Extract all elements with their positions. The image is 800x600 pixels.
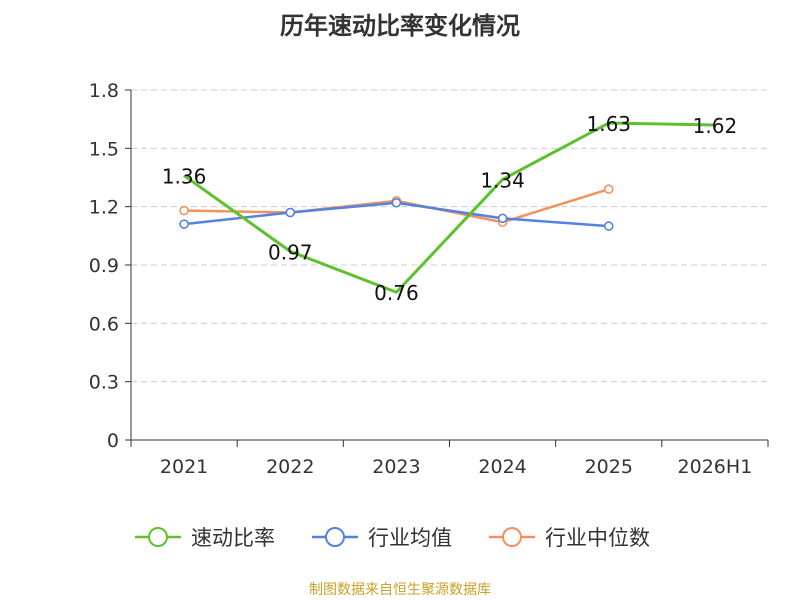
- grid-lines: [131, 89, 768, 383]
- legend-marker-1: [325, 527, 345, 547]
- data-label: 1.36: [162, 165, 207, 189]
- y-tick-label: 0.3: [89, 372, 119, 394]
- legend-label-0: 速动比率: [191, 526, 275, 550]
- series-point-1: [497, 213, 508, 224]
- legend-marker-2: [502, 527, 522, 547]
- legend-label-1: 行业均值: [368, 526, 452, 550]
- axes: 0 0.3 0.6 0.9 1.2 1.5 1.8 2021 2022 2023 2024 2025 2…: [89, 80, 769, 478]
- y-tick-label: 0: [107, 430, 119, 452]
- series-point-1: [391, 197, 402, 208]
- chart-title: 历年速动比率变化情况: [280, 12, 520, 40]
- y-tick-label: 1.8: [89, 80, 119, 102]
- legend-label-2: 行业中位数: [545, 526, 650, 550]
- legend: 速动比率 行业均值 行业中位数: [135, 526, 650, 550]
- series-point-2: [603, 184, 614, 194]
- x-tick-label: 2021: [160, 456, 208, 478]
- data-label: 1.62: [693, 114, 738, 138]
- data-label: 1.63: [586, 112, 631, 136]
- data-label: 0.76: [374, 281, 419, 305]
- y-tick-label: 0.6: [89, 313, 119, 335]
- x-tick-label: 2023: [372, 456, 420, 478]
- series-lines: [179, 121, 715, 294]
- y-tick-label: 1.5: [89, 138, 119, 160]
- x-tick-label: 2026H1: [678, 456, 753, 478]
- series-line-0: [183, 121, 715, 294]
- data-label: 1.34: [480, 168, 525, 192]
- source-note: 制图数据来自恒生聚源数据库: [309, 582, 491, 598]
- y-tick-label: 1.2: [89, 197, 119, 219]
- data-labels: 1.36 0.97 0.76 1.34 1.63 1.62: [162, 112, 737, 305]
- x-tick-label: 2025: [585, 456, 633, 478]
- series-point-1: [179, 219, 189, 229]
- series-point-2: [179, 205, 189, 216]
- x-tick-label: 2022: [266, 456, 314, 478]
- x-tick-label: 2024: [478, 456, 526, 478]
- legend-marker-0: [148, 527, 168, 547]
- series-point-1: [285, 207, 296, 218]
- series-point-1: [603, 221, 614, 231]
- data-label: 0.97: [268, 240, 313, 264]
- y-tick-label: 0.9: [89, 255, 119, 277]
